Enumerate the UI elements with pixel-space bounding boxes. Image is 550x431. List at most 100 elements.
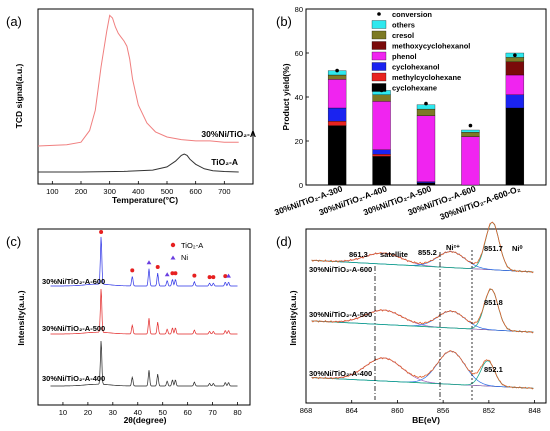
panel-a-y-axis-label: TCD signal(a.u.) [14,63,24,128]
conversion-point-0 [335,68,339,73]
panel-a-tpr-chart: (a) 100 200 300 400 500 600 700 30%Ni/TiO₂-A T… [6,8,256,205]
panel-d-plot-frame [305,228,547,404]
panel-d-series-label-400: 30%Ni/TiO₂-A-400 [309,369,372,378]
x-tick-label-868: 868 [300,406,313,415]
panel-b-category-labels: 30%Ni/TiO₂-A-30030%Ni/TiO₂-A-40030%Ni/Ti… [273,183,522,222]
conversion-point-2 [424,101,428,106]
tio2-peak-marker-5 [170,271,175,276]
bar-segment-0-3 [327,79,347,109]
x-tick-label-10: 10 [59,408,67,417]
annotation-satellite: satellite [380,250,408,259]
legend-swatch-methylcyclohexane [371,72,387,82]
bar-segment-2-5 [416,108,436,116]
x-tick-label-856: 856 [437,406,450,415]
bar-segment-4-5 [505,57,525,62]
legend-ni-marker [170,255,176,260]
bar-segment-1-2 [372,149,391,155]
bar-segment-4-0 [505,107,525,186]
panel-c-series-label-500: 30%Ni/TiO₂-A-500 [42,324,105,333]
panel-c-x-ticks: 10 20 30 40 50 60 70 80 [59,402,242,417]
conversion-point-3 [468,123,473,128]
panel-c-phase-markers [99,230,231,280]
panel-c-x-axis-label: 2θ(degree) [124,415,167,425]
legend-label-cyclohexanol: cyclohexanol [392,63,440,72]
x-tick-label-200: 200 [75,187,88,196]
x-tick-label-500: 500 [161,187,174,196]
panel-b-label: (b) [276,14,292,29]
bar-segment-2-3 [416,115,436,182]
panel-b-y-ticks: 0 20 40 60 80 [295,5,309,190]
annotation-ni2-species: Ni²⁺ [446,243,460,252]
panel-a-series [37,14,239,173]
panel-a-x-ticks: 100 200 300 400 500 600 700 [46,181,231,196]
panel-b-stacked-bars [327,52,525,186]
x-tick-label-50: 50 [159,408,167,417]
y-tick-label-80: 80 [295,5,303,14]
x-tick-label-848: 848 [528,406,541,415]
x-tick-label-40: 40 [134,408,142,417]
legend-swatch-cresol [371,30,387,40]
x-tick-label-600: 600 [189,187,202,196]
annotation-851-7: 851.7 [484,244,503,253]
panel-c-legend: TiO₂-A Ni [170,241,203,262]
legend-label-cresol: cresol [392,31,414,40]
x-tick-label-30: 30 [109,408,117,417]
y-tick-label-40: 40 [295,93,303,102]
panel-c-xrd-chart: (c) 10 20 30 40 50 60 70 80 TiO₂-A Ni 30%Ni/TiO… [6,228,251,425]
legend-label-methylcyclohexane: methylcyclohexane [392,73,461,82]
series-line-2 [50,340,238,387]
tio2-peak-marker-10 [223,274,228,279]
annotation-861-3: 861.3 [349,250,368,259]
bar-segment-1-5 [372,94,391,102]
panel-d-xps-chart: (d) 868 864 860 856 852 848 861.3 satellite 8… [276,221,547,425]
panel-d-x-axis-label: BE(eV) [412,415,440,425]
legend-label-methoxycyclohexanol: methoxycyclohexanol [392,42,470,51]
tio2-peak-marker-8 [207,275,212,280]
panel-a-x-axis-label: Temperature(°C) [112,195,178,205]
legend-swatch-methoxycyclohexanol [371,41,387,50]
panel-a-series-label-tio2: TiO₂-A [211,157,238,167]
panel-c-series-label-600: 30%Ni/TiO₂-A-600 [42,277,105,286]
tio2-peak-marker-9 [211,275,216,280]
x-tick-label-864: 864 [345,406,358,415]
panel-a-plot-frame [37,8,254,185]
bar-segment-3-5 [461,132,480,137]
annotation-ni0-species: Ni⁰ [512,244,524,253]
raw-spectrum-2 [311,350,534,390]
x-tick-label-700: 700 [218,187,231,196]
tio2-peak-marker-7 [192,273,197,278]
panel-d-series [311,221,534,390]
y-tick-label-0: 0 [299,181,303,190]
legend-label-cyclohexane: cyclohexane [392,84,437,93]
raw-spectrum-1 [311,288,534,334]
bar-segment-1-3 [372,101,391,150]
x-tick-label-60: 60 [183,408,191,417]
bar-segment-4-3 [505,74,525,95]
legend-swatch-phenol [371,51,387,61]
bar-segment-0-1 [327,121,347,126]
panel-c-y-axis-label: Intensity(a.u.) [16,290,26,345]
x-tick-label-100: 100 [46,187,59,196]
panel-a-label: (a) [6,14,22,29]
legend-swatch-cyclohexane [371,83,387,92]
panel-d-reference-lines [374,250,473,400]
panel-d-label: (d) [276,234,292,249]
panel-c-plot-frame [37,228,251,406]
x-tick-label-80: 80 [233,408,241,417]
legend-ni-label: Ni [181,253,188,262]
bar-segment-1-0 [372,156,391,186]
annotation-851-8: 851.8 [484,298,503,307]
legend-swatch-others [371,20,387,29]
ni-peak-marker-11 [226,273,231,278]
series-line-0 [37,14,239,147]
y-tick-label-60: 60 [295,49,303,58]
tio2-peak-marker-3 [155,265,160,270]
panel-b-y-axis-label: Product yield(%) [281,63,291,130]
bar-segment-0-0 [327,125,347,186]
x-tick-label-860: 860 [391,406,404,415]
bar-segment-4-2 [505,94,525,109]
legend-tio2-label: TiO₂-A [181,241,203,250]
